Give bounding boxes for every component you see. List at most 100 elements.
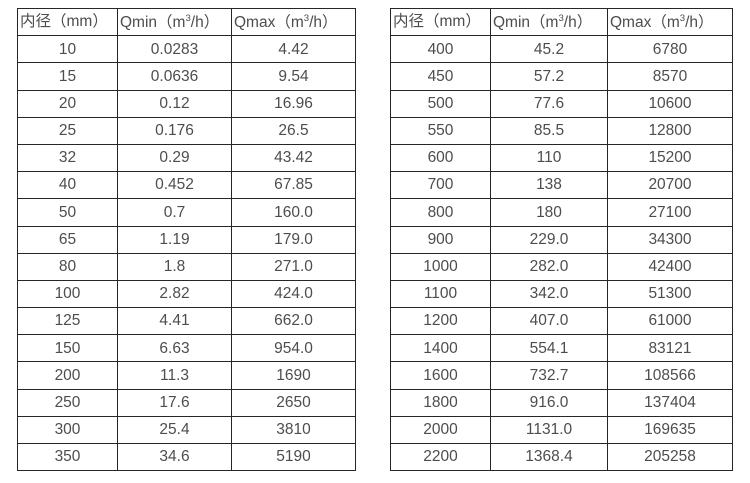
qmax-cell: 10600 — [607, 89, 733, 118]
qmin-cell: 407.0 — [490, 307, 608, 336]
table-row: 500 77.6 10600 — [390, 89, 733, 118]
qmax-cell: 169635 — [607, 415, 733, 445]
diameter-cell: 1200 — [390, 307, 491, 336]
diameter-cell: 100 — [17, 279, 118, 309]
column-header: 内径（mm） — [17, 7, 118, 37]
superscript-3: 3 — [185, 12, 191, 24]
qmin-cell: 0.452 — [117, 171, 232, 200]
superscript-3: 3 — [679, 12, 686, 24]
qmin-cell: 0.7 — [117, 198, 232, 227]
qmax-cell: 42400 — [607, 252, 733, 281]
table-row: 600 110 15200 — [390, 143, 733, 173]
qmin-cell: 138 — [490, 171, 608, 200]
diameter-cell: 2000 — [390, 415, 491, 445]
diameter-cell: 1400 — [390, 334, 491, 363]
qmin-cell: 0.0636 — [117, 62, 232, 91]
qmin-cell: 110 — [490, 143, 608, 173]
qmax-cell: 34300 — [607, 225, 733, 254]
table-row: 300 25.4 3810 — [17, 415, 356, 445]
diameter-flow-table-left: 内径（mm） Qmin（m3/h） Qmax（m3/h） 10 0.0283 4.42 15… — [17, 7, 356, 472]
qmin-cell: 1368.4 — [490, 442, 608, 472]
diameter-cell: 500 — [390, 89, 491, 118]
qmin-cell: 17.6 — [117, 388, 232, 417]
diameter-cell: 400 — [390, 35, 491, 64]
table-row: 32 0.29 43.42 — [17, 143, 356, 173]
table-row: 250 17.6 2650 — [17, 388, 356, 417]
qmax-cell: 15200 — [607, 143, 733, 173]
qmax-cell: 20700 — [607, 171, 733, 200]
qmax-cell: 27100 — [607, 198, 733, 227]
diameter-cell: 32 — [17, 143, 118, 173]
qmax-cell: 2650 — [231, 388, 356, 417]
qmax-cell: 61000 — [607, 307, 733, 336]
qmax-cell: 67.85 — [231, 171, 356, 200]
diameter-cell: 250 — [17, 388, 118, 417]
qmin-cell: 25.4 — [117, 415, 232, 445]
table-row: 1400 554.1 83121 — [390, 334, 733, 363]
diameter-cell: 150 — [17, 334, 118, 363]
diameter-cell: 600 — [390, 143, 491, 173]
superscript-3: 3 — [558, 12, 564, 24]
qmax-cell: 160.0 — [231, 198, 356, 227]
header-row: 内径（mm） Qmin（m3/h） Qmax（m3/h） — [390, 7, 733, 37]
table-row: 800 180 27100 — [390, 198, 733, 227]
table-row: 2000 1131.0 169635 — [390, 415, 733, 445]
qmin-cell: 1.19 — [117, 225, 232, 254]
qmax-cell: 83121 — [607, 334, 733, 363]
qmax-cell: 108566 — [607, 361, 733, 390]
qmin-cell: 11.3 — [117, 361, 232, 390]
qmax-cell: 3810 — [231, 415, 356, 445]
table-row: 2200 1368.4 205258 — [390, 442, 733, 472]
qmin-cell: 282.0 — [490, 252, 608, 281]
diameter-cell: 25 — [17, 116, 118, 145]
diameter-cell: 450 — [390, 62, 491, 91]
table-row: 400 45.2 6780 — [390, 35, 733, 64]
table-row: 550 85.5 12800 — [390, 116, 733, 145]
qmax-cell: 179.0 — [231, 225, 356, 254]
qmin-cell: 916.0 — [490, 388, 608, 417]
qmin-cell: 45.2 — [490, 35, 608, 64]
qmax-cell: 26.5 — [231, 116, 356, 145]
qmax-cell: 5190 — [231, 442, 356, 472]
qmin-cell: 0.0283 — [117, 35, 232, 64]
table-row: 900 229.0 34300 — [390, 225, 733, 254]
header-row: 内径（mm） Qmin（m3/h） Qmax（m3/h） — [17, 7, 356, 37]
table-row: 125 4.41 662.0 — [17, 307, 356, 336]
qmin-cell: 34.6 — [117, 442, 232, 472]
diameter-cell: 200 — [17, 361, 118, 390]
diameter-cell: 65 — [17, 225, 118, 254]
qmin-cell: 342.0 — [490, 279, 608, 309]
table-row: 100 2.82 424.0 — [17, 279, 356, 309]
table-row: 80 1.8 271.0 — [17, 252, 356, 281]
qmin-cell: 1.8 — [117, 252, 232, 281]
qmin-cell: 0.29 — [117, 143, 232, 173]
diameter-cell: 20 — [17, 89, 118, 118]
qmin-cell: 77.6 — [490, 89, 608, 118]
qmax-cell: 51300 — [607, 279, 733, 309]
diameter-cell: 125 — [17, 307, 118, 336]
qmax-cell: 4.42 — [231, 35, 356, 64]
table-row: 40 0.452 67.85 — [17, 171, 356, 200]
qmin-cell: 4.41 — [117, 307, 232, 336]
diameter-cell: 550 — [390, 116, 491, 145]
qmin-cell: 2.82 — [117, 279, 232, 309]
qmin-cell: 180 — [490, 198, 608, 227]
diameter-cell: 80 — [17, 252, 118, 281]
diameter-cell: 1600 — [390, 361, 491, 390]
qmin-cell: 1131.0 — [490, 415, 608, 445]
diameter-cell: 300 — [17, 415, 118, 445]
column-header: Qmin（m3/h） — [117, 7, 232, 37]
qmax-cell: 271.0 — [231, 252, 356, 281]
table-row: 10 0.0283 4.42 — [17, 35, 356, 64]
table-row: 50 0.7 160.0 — [17, 198, 356, 227]
diameter-cell: 50 — [17, 198, 118, 227]
diameter-cell: 1100 — [390, 279, 491, 309]
qmax-cell: 137404 — [607, 388, 733, 417]
diameter-cell: 2200 — [390, 442, 491, 472]
qmax-cell: 424.0 — [231, 279, 356, 309]
diameter-cell: 1800 — [390, 388, 491, 417]
qmin-cell: 0.12 — [117, 89, 232, 118]
qmax-cell: 954.0 — [231, 334, 356, 363]
table-row: 1200 407.0 61000 — [390, 307, 733, 336]
